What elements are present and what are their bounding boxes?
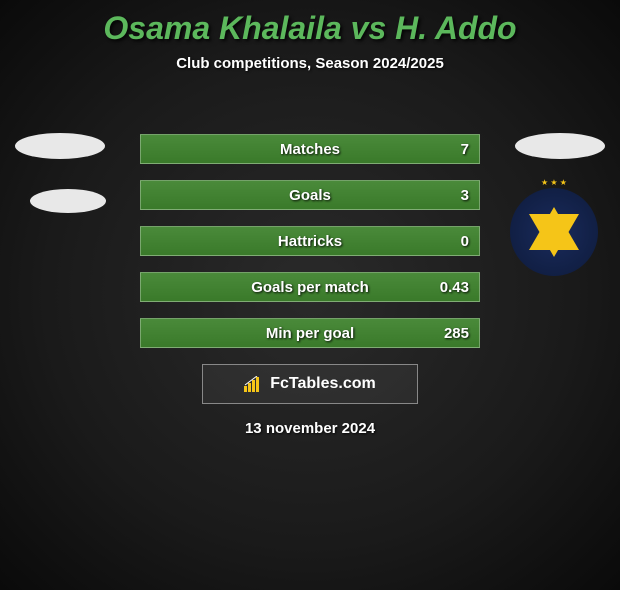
subtitle: Club competitions, Season 2024/2025 <box>0 55 620 72</box>
stat-row-mpg: Min per goal 285 <box>140 318 480 348</box>
left-club-badge-1 <box>15 133 105 159</box>
stat-label: Matches <box>280 141 340 158</box>
stat-label: Goals per match <box>251 279 369 296</box>
stat-row-gpm: Goals per match 0.43 <box>140 272 480 302</box>
stat-row-matches: Matches 7 <box>140 134 480 164</box>
date-text: 13 november 2024 <box>245 420 375 437</box>
branding-text: FcTables.com <box>270 375 376 393</box>
page-title: Osama Khalaila vs H. Addo <box>0 10 620 47</box>
logo-top-stars: ★ ★ ★ <box>541 178 567 187</box>
stat-label: Hattricks <box>278 233 342 250</box>
stat-label: Goals <box>289 187 331 204</box>
stat-value: 285 <box>444 325 469 342</box>
stat-bars: Matches 7 Goals 3 Hattricks 0 Goals per … <box>140 134 480 364</box>
right-club-badge-1 <box>515 133 605 159</box>
star-of-david-icon <box>529 207 579 257</box>
branding-box: FcTables.com <box>202 364 418 404</box>
stat-value: 7 <box>461 141 469 158</box>
stat-value: 3 <box>461 187 469 204</box>
stat-value: 0.43 <box>440 279 469 296</box>
left-club-badge-2 <box>30 189 106 213</box>
stat-value: 0 <box>461 233 469 250</box>
stat-row-goals: Goals 3 <box>140 180 480 210</box>
stat-label: Min per goal <box>266 325 354 342</box>
right-club-logo: ★ ★ ★ <box>510 188 598 276</box>
bar-chart-icon <box>244 376 264 392</box>
stat-row-hattricks: Hattricks 0 <box>140 226 480 256</box>
